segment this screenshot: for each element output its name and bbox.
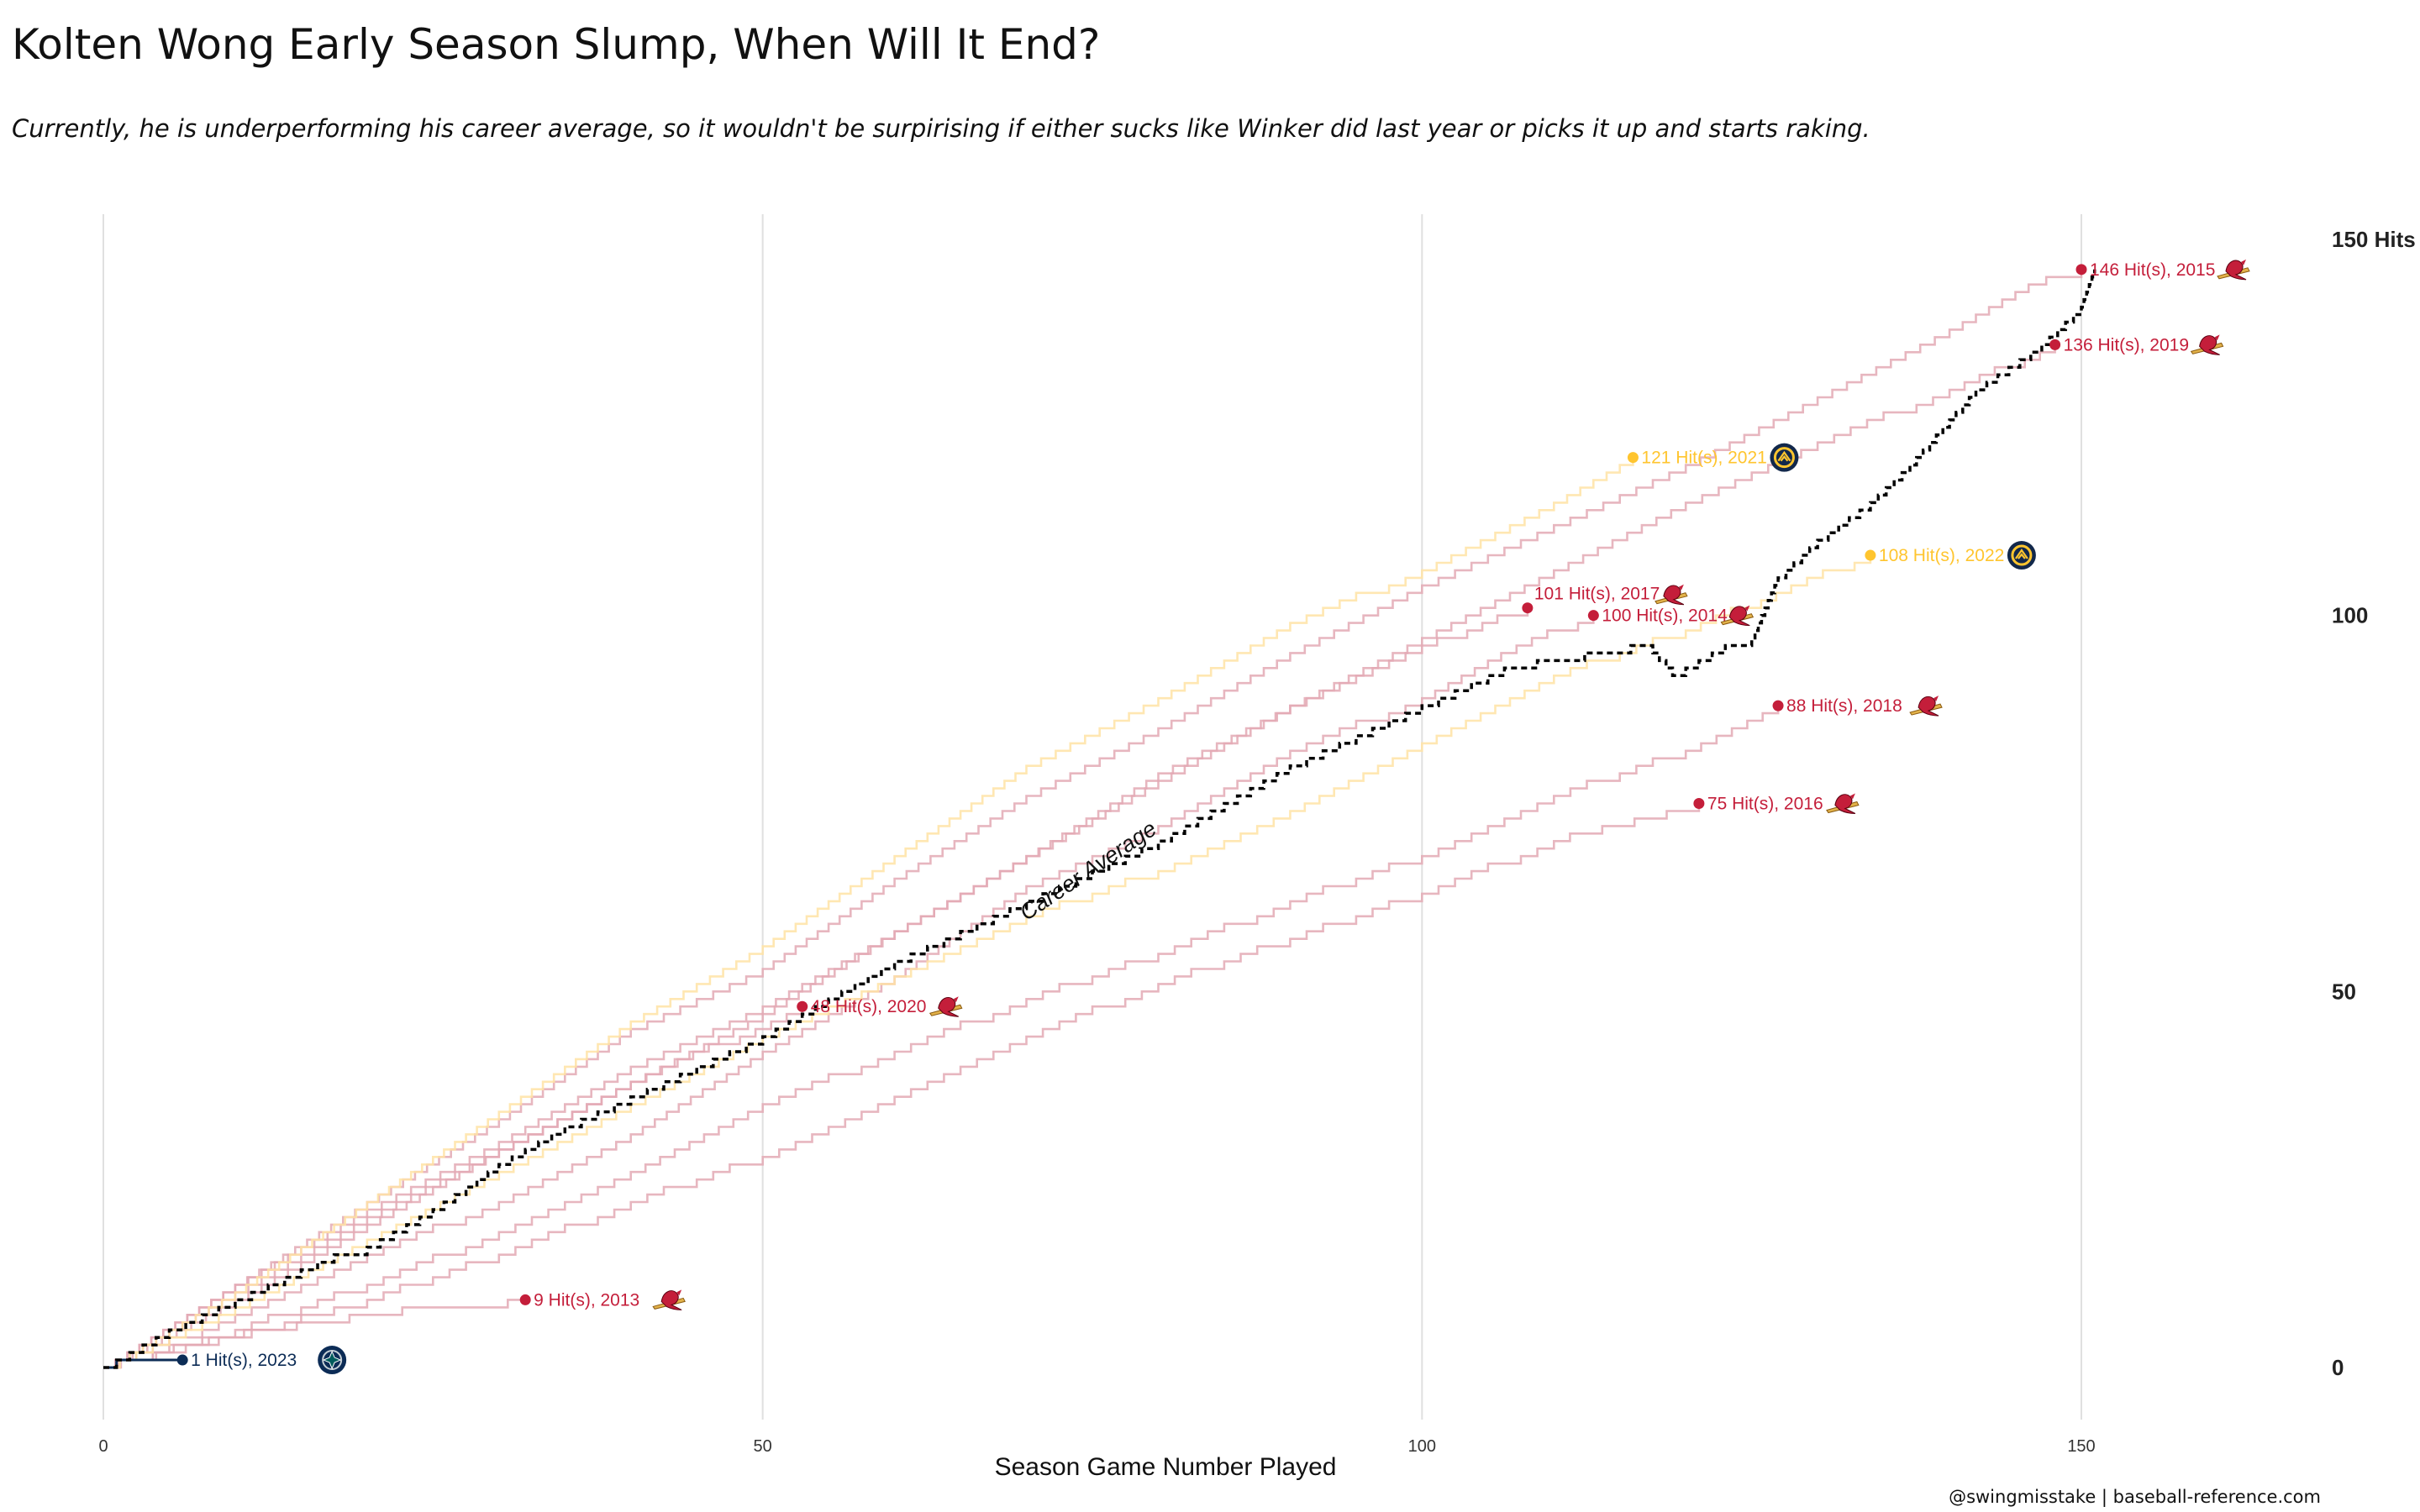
cardinals-logo-icon (1826, 793, 1860, 814)
end-point-2019 (2049, 339, 2061, 350)
end-label-2021: 121 Hit(s), 2021 (1641, 449, 1766, 468)
crest-shape (1933, 696, 1939, 702)
series-line-2013 (103, 1299, 526, 1369)
end-point-2020 (797, 1000, 808, 1012)
crest-shape (1678, 584, 1684, 591)
end-label-2023: 1 Hit(s), 2023 (191, 1351, 297, 1370)
x-tick-label: 150 (2067, 1437, 2095, 1456)
end-point-2013 (519, 1294, 531, 1305)
end-point-2018 (1772, 700, 1784, 711)
y-tick-label: 100 (2332, 603, 2368, 628)
crest-shape (1744, 605, 1750, 612)
end-point-2016 (1693, 798, 1705, 809)
crest-shape (953, 996, 959, 1003)
cardinals-logo-icon (652, 1289, 686, 1310)
crest-shape (1849, 793, 1855, 800)
y-tick-label: 50 (2332, 979, 2356, 1004)
cardinals-logo-icon (929, 996, 963, 1017)
cardinals-logo-icon (2217, 259, 2250, 281)
career-average-series (103, 269, 2096, 1369)
logo-mark (1777, 450, 1791, 462)
end-point-2023 (176, 1354, 188, 1366)
series-lines (103, 269, 2083, 1369)
logo-ring (2011, 544, 2033, 566)
x-tick-label: 0 (98, 1437, 108, 1456)
bird-shape (1663, 585, 1685, 606)
bird-shape (2199, 335, 2220, 355)
x-tick-label: 50 (754, 1437, 772, 1456)
bird-shape (2225, 260, 2247, 281)
brewers-logo-icon (2007, 541, 2036, 570)
end-point-2021 (1627, 452, 1639, 464)
end-label-2017: 101 Hit(s), 2017 (1534, 585, 1660, 604)
end-point-2014 (1587, 610, 1599, 622)
axes: 0 50 100 150 0 50 100 150 Hits Season Game Numbe… (98, 227, 2415, 1481)
source-caption: @swingmisstake | baseball-reference.com (1949, 1487, 2321, 1507)
bird-shape (1834, 794, 1856, 814)
crest-shape (2214, 334, 2220, 341)
series-line-2021 (103, 457, 1634, 1369)
chart-title: Kolten Wong Early Season Slump, When Wil… (12, 20, 1101, 69)
y-tick-label: 0 (2332, 1355, 2344, 1380)
bird-shape (938, 997, 959, 1017)
series-line-2019 (103, 344, 2056, 1369)
cardinals-logo-icon (2190, 334, 2224, 355)
mariners-logo-icon (318, 1346, 347, 1375)
end-label-2016: 75 Hit(s), 2016 (1707, 795, 1823, 814)
grid (103, 214, 2082, 1420)
end-label-2015: 146 Hit(s), 2015 (2090, 260, 2215, 280)
end-label-2022: 108 Hit(s), 2022 (1879, 546, 2004, 565)
bird-shape (1918, 696, 1939, 717)
brewers-logo-icon (1770, 443, 1799, 472)
end-point-2022 (1865, 549, 1876, 561)
series-line-2017 (103, 607, 1529, 1369)
y-tick-label: 150 Hits (2332, 227, 2416, 252)
end-labels: 9 Hit(s), 2013 100 Hit(s), 2014 146 Hit(s)… (176, 259, 2250, 1375)
cardinals-logo-icon (1720, 605, 1754, 627)
cardinals-logo-icon (1655, 584, 1688, 606)
bird-shape (1728, 606, 1750, 627)
crest-shape (2241, 259, 2246, 265)
logo-ring (1773, 447, 1795, 469)
end-label-2019: 136 Hit(s), 2019 (2064, 335, 2189, 354)
end-point-2017 (1522, 602, 1534, 614)
chart-subtitle: Currently, he is underperforming his car… (12, 114, 1870, 143)
x-axis-label: Season Game Number Played (995, 1453, 1337, 1481)
end-label-2013: 9 Hit(s), 2013 (534, 1290, 639, 1310)
cardinals-logo-icon (1909, 696, 1943, 717)
end-label-2020: 48 Hit(s), 2020 (811, 997, 927, 1016)
career-average-annotation: Career Average (1015, 816, 1161, 926)
bird-shape (660, 1290, 682, 1310)
end-point-2015 (2075, 264, 2087, 276)
series-line-2016 (103, 803, 1701, 1369)
end-label-2018: 88 Hit(s), 2018 (1786, 696, 1902, 716)
logo-mark (2015, 549, 2028, 559)
crest-shape (676, 1289, 682, 1296)
compass-star (322, 1350, 342, 1370)
x-tick-label: 100 (1408, 1437, 1436, 1456)
series-line-2018 (103, 706, 1780, 1369)
end-label-2014: 100 Hit(s), 2014 (1602, 606, 1728, 626)
